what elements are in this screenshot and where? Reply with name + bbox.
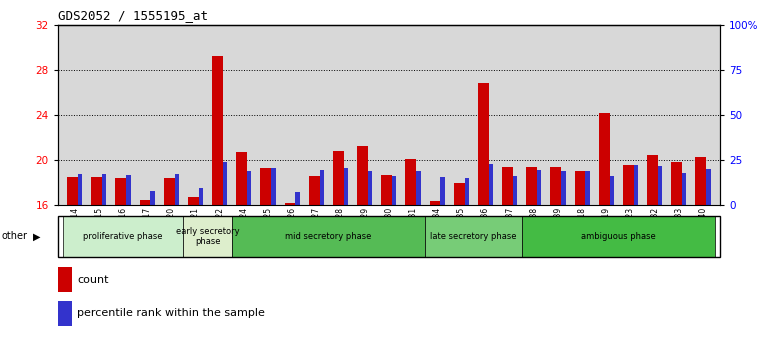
Bar — [478, 84, 489, 205]
Bar — [357, 145, 368, 205]
Bar — [232, 216, 425, 257]
Bar — [175, 174, 179, 205]
Bar — [513, 176, 517, 205]
Bar — [574, 171, 585, 205]
Bar — [454, 183, 464, 205]
Bar — [464, 178, 469, 205]
Bar — [522, 216, 715, 257]
Bar — [126, 175, 131, 205]
Bar — [502, 167, 513, 205]
Bar — [212, 56, 223, 205]
Bar — [392, 176, 397, 205]
Bar — [537, 170, 541, 205]
Bar — [223, 162, 227, 205]
Bar — [309, 176, 320, 205]
Bar — [682, 173, 687, 205]
Bar — [271, 168, 276, 205]
Bar — [381, 175, 392, 205]
Text: percentile rank within the sample: percentile rank within the sample — [77, 308, 265, 318]
Bar — [199, 188, 203, 205]
Bar — [368, 171, 373, 205]
Text: ▶: ▶ — [33, 231, 41, 241]
Bar — [78, 174, 82, 205]
Bar — [67, 177, 78, 205]
Bar — [406, 159, 417, 205]
Bar — [623, 165, 634, 205]
Bar — [296, 192, 300, 205]
Bar — [139, 200, 150, 205]
Text: late secretory phase: late secretory phase — [430, 232, 517, 241]
Text: proliferative phase: proliferative phase — [83, 232, 162, 241]
Bar — [236, 152, 247, 205]
Bar — [695, 157, 706, 205]
Bar — [188, 198, 199, 205]
Bar — [425, 216, 522, 257]
Bar — [285, 203, 296, 205]
Text: mid secretory phase: mid secretory phase — [285, 232, 372, 241]
Bar — [430, 201, 440, 205]
Bar — [440, 177, 445, 205]
Bar — [526, 167, 537, 205]
Bar — [706, 169, 711, 205]
Bar — [585, 171, 590, 205]
Bar — [183, 216, 232, 257]
Bar — [164, 178, 175, 205]
Bar — [102, 174, 106, 205]
Bar — [320, 170, 324, 205]
Bar — [561, 171, 566, 205]
Bar — [91, 177, 102, 205]
Bar — [260, 168, 271, 205]
Bar — [489, 164, 493, 205]
Bar — [551, 167, 561, 205]
Bar — [150, 191, 155, 205]
Text: early secretory
phase: early secretory phase — [176, 227, 239, 246]
Bar — [333, 151, 343, 205]
Bar — [599, 113, 610, 205]
Bar — [62, 216, 183, 257]
Bar — [417, 171, 420, 205]
Bar — [116, 178, 126, 205]
Bar — [610, 176, 614, 205]
Text: other: other — [2, 231, 28, 241]
Bar — [647, 155, 658, 205]
Text: ambiguous phase: ambiguous phase — [581, 232, 656, 241]
Bar — [247, 171, 252, 205]
Text: GDS2052 / 1555195_at: GDS2052 / 1555195_at — [58, 9, 208, 22]
Bar — [343, 168, 348, 205]
Bar — [658, 166, 662, 205]
Text: count: count — [77, 275, 109, 285]
Bar — [671, 162, 682, 205]
Bar — [634, 165, 638, 205]
